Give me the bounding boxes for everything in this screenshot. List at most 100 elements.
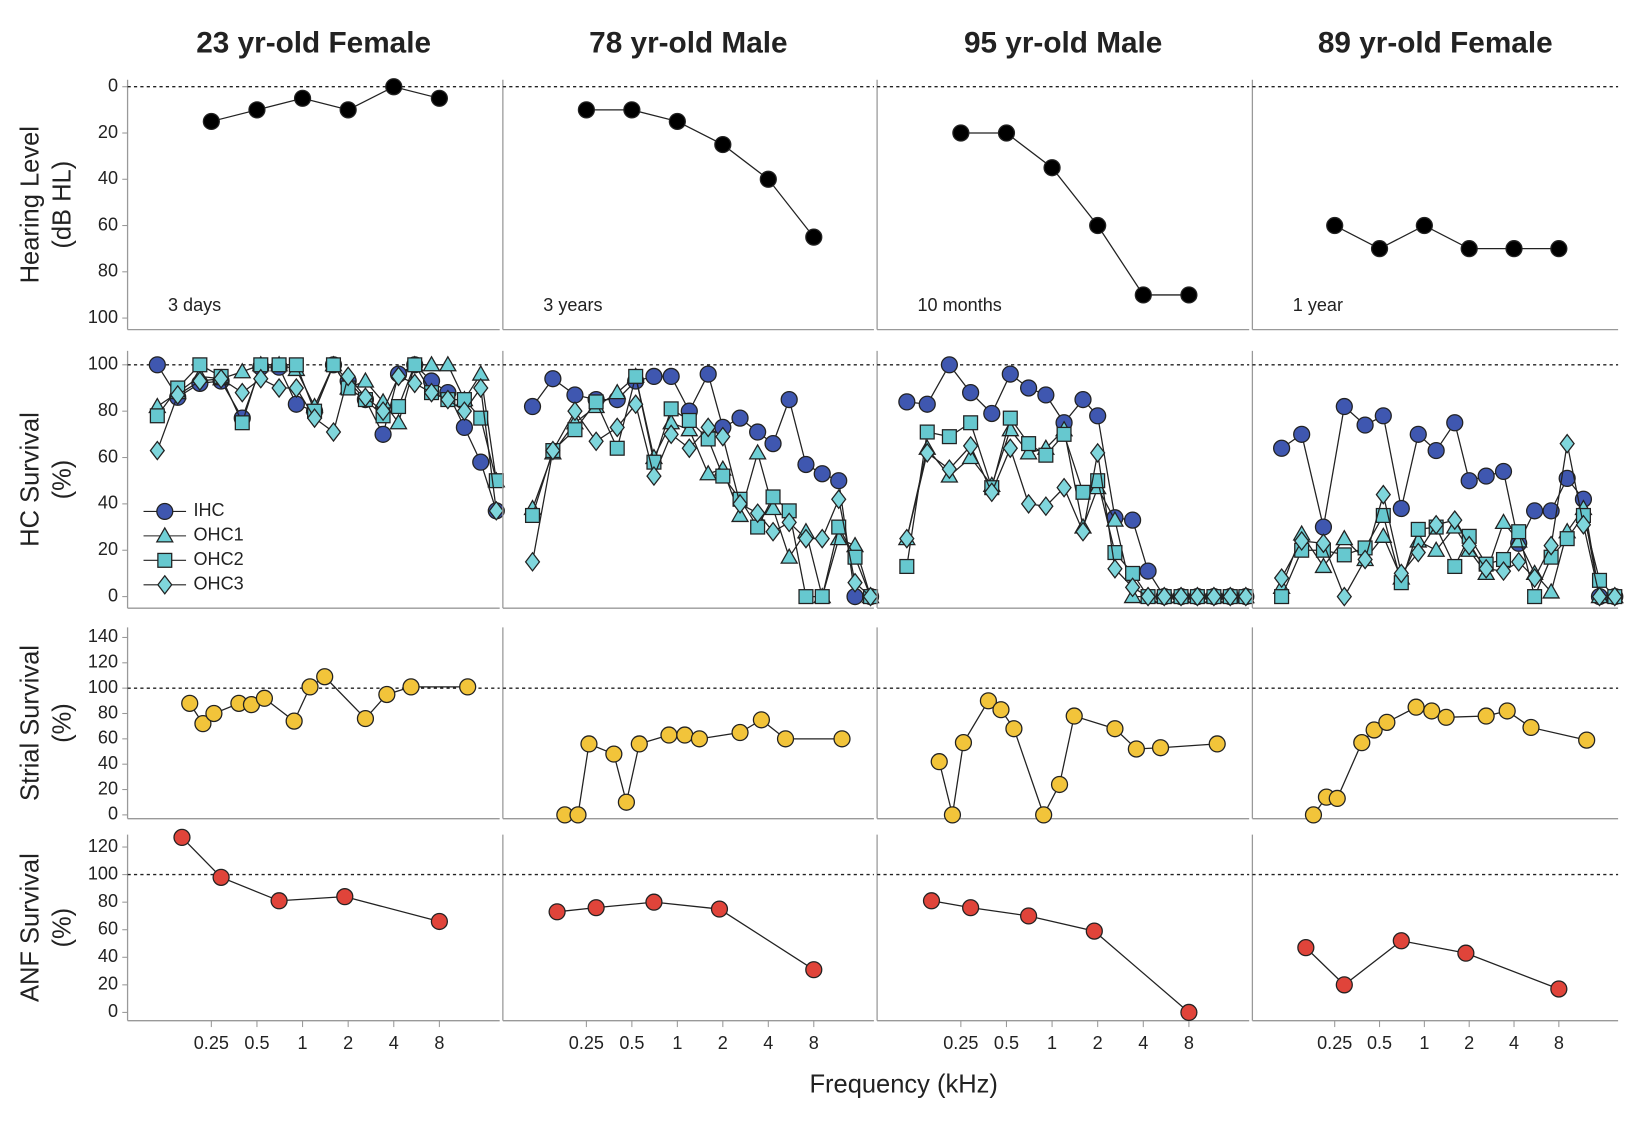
data-point bbox=[192, 370, 208, 392]
data-point bbox=[930, 753, 948, 771]
panel-title: 89 yr-old Female bbox=[1318, 27, 1553, 60]
data-point bbox=[580, 735, 598, 753]
data-point bbox=[1357, 549, 1373, 570]
series-line bbox=[931, 900, 1190, 1013]
data-point bbox=[605, 745, 623, 763]
data-point bbox=[456, 401, 473, 422]
data-point bbox=[918, 395, 936, 413]
data-point bbox=[1050, 775, 1069, 794]
data-point bbox=[1139, 562, 1157, 580]
data-point bbox=[645, 367, 663, 386]
x-tick-label: 4 bbox=[1509, 1033, 1519, 1053]
data-point bbox=[1447, 510, 1463, 531]
data-point bbox=[1510, 551, 1527, 572]
x-tick-label: 8 bbox=[1184, 1033, 1194, 1053]
data-point bbox=[963, 415, 979, 431]
data-point bbox=[608, 383, 627, 400]
data-point bbox=[1495, 561, 1512, 582]
y-tick-label: 0 bbox=[108, 804, 118, 824]
data-point bbox=[662, 367, 680, 386]
data-point bbox=[646, 465, 662, 487]
data-point bbox=[681, 412, 697, 428]
legend-label: OHC1 bbox=[193, 525, 243, 545]
data-point bbox=[1304, 806, 1323, 824]
data-point bbox=[1559, 433, 1575, 454]
data-point bbox=[813, 465, 831, 483]
data-point bbox=[1542, 502, 1560, 520]
data-point bbox=[407, 373, 423, 394]
data-point bbox=[1038, 496, 1054, 517]
data-point bbox=[922, 892, 941, 910]
data-point bbox=[375, 401, 391, 422]
y-tick-label: 60 bbox=[98, 918, 118, 938]
x-tick-label: 4 bbox=[763, 1033, 773, 1053]
x-tick-label: 1 bbox=[1047, 1033, 1057, 1053]
data-point bbox=[1293, 530, 1310, 552]
y-tick-label: 60 bbox=[98, 214, 118, 234]
data-point bbox=[1437, 708, 1455, 726]
data-point bbox=[233, 362, 252, 379]
data-point bbox=[407, 357, 423, 373]
data-point bbox=[1019, 379, 1038, 397]
data-point bbox=[234, 415, 250, 431]
data-point bbox=[1075, 521, 1091, 542]
data-point bbox=[1527, 589, 1543, 605]
data-point bbox=[1591, 586, 1608, 607]
data-point bbox=[587, 899, 605, 917]
data-point bbox=[780, 547, 799, 564]
data-point bbox=[690, 730, 709, 748]
data-point bbox=[1460, 240, 1478, 258]
data-point bbox=[473, 377, 489, 399]
data-point bbox=[1065, 707, 1083, 725]
data-point bbox=[1375, 484, 1392, 505]
data-point bbox=[1558, 469, 1576, 487]
data-point bbox=[919, 424, 935, 440]
data-point bbox=[1056, 477, 1072, 498]
x-tick-label: 0.5 bbox=[1367, 1033, 1392, 1053]
data-point bbox=[699, 365, 717, 383]
data-point bbox=[374, 425, 392, 443]
panel-title: 95 yr-old Male bbox=[964, 27, 1162, 60]
data-point bbox=[1392, 499, 1410, 518]
data-point bbox=[1578, 731, 1596, 749]
data-point bbox=[1089, 407, 1107, 425]
data-point bbox=[340, 366, 356, 387]
data-point bbox=[919, 442, 935, 463]
x-tick-label: 0.25 bbox=[194, 1033, 229, 1053]
data-point bbox=[1457, 944, 1475, 962]
data-point bbox=[523, 397, 542, 416]
y-tick-label: 100 bbox=[88, 354, 118, 374]
data-point bbox=[668, 112, 686, 131]
data-point bbox=[715, 426, 731, 447]
data-point bbox=[378, 685, 396, 704]
data-point bbox=[423, 382, 440, 403]
data-point bbox=[422, 355, 441, 372]
data-point bbox=[288, 357, 304, 373]
data-point bbox=[845, 536, 865, 553]
data-point bbox=[1409, 425, 1427, 443]
data-point bbox=[1393, 563, 1410, 584]
data-point bbox=[1107, 558, 1123, 579]
data-point bbox=[731, 723, 749, 742]
data-point bbox=[271, 357, 287, 373]
annotation: 10 months bbox=[917, 295, 1001, 315]
annotation: 3 days bbox=[168, 295, 221, 315]
data-point bbox=[898, 393, 916, 411]
data-point bbox=[1140, 586, 1156, 607]
x-tick-label: 4 bbox=[389, 1033, 399, 1053]
data-point bbox=[941, 459, 958, 480]
data-point bbox=[765, 521, 781, 542]
series-line bbox=[531, 376, 872, 598]
data-point bbox=[748, 443, 767, 460]
data-point bbox=[390, 366, 407, 387]
y-tick-label: 120 bbox=[88, 836, 118, 856]
data-point bbox=[676, 726, 694, 744]
data-point bbox=[288, 377, 305, 399]
data-point bbox=[983, 404, 1001, 423]
y-tick-label: 40 bbox=[98, 168, 118, 188]
data-point bbox=[997, 124, 1016, 142]
y-tick-label: 40 bbox=[98, 493, 118, 513]
x-tick-label: 2 bbox=[1093, 1033, 1103, 1053]
y-tick-label: 100 bbox=[88, 677, 118, 697]
data-point bbox=[1222, 586, 1238, 607]
